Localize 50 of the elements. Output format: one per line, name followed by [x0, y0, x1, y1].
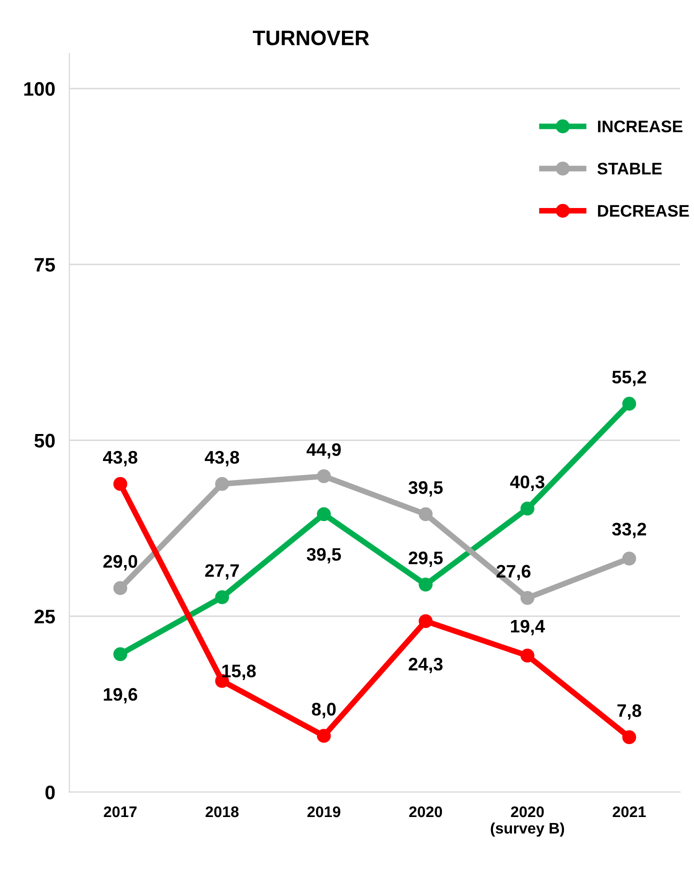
data-label: 55,2 [612, 370, 646, 386]
x-tick-label: 2018 [206, 806, 239, 818]
y-tick-label: 25 [34, 610, 55, 624]
legend-label: DECREASE [598, 204, 689, 217]
y-tick-label: 0 [45, 786, 55, 800]
legend-label: INCREASE [598, 120, 682, 132]
point [418, 507, 433, 522]
data-label: 8,0 [312, 702, 336, 718]
y-tick-label: 50 [34, 434, 55, 448]
x-tick-label: 2020 (survey B) [490, 806, 564, 837]
point [113, 647, 128, 662]
point [316, 507, 331, 522]
point [418, 578, 433, 592]
point [215, 477, 230, 491]
point [520, 648, 534, 663]
x-tick-label: 2019 [307, 806, 340, 818]
point [418, 614, 433, 628]
data-label: 19,6 [104, 688, 138, 704]
y-tick-label: 100 [24, 82, 55, 96]
data-label: 43,8 [204, 450, 240, 466]
data-label: 33,2 [612, 522, 646, 538]
data-label: 40,3 [510, 476, 544, 491]
legend-label: STABLE [597, 162, 662, 175]
point [622, 396, 636, 411]
y-tick-label: 75 [34, 258, 55, 272]
data-label: 7,8 [617, 704, 642, 720]
data-label: 39,5 [408, 481, 443, 497]
data-label: 24,3 [408, 658, 443, 674]
data-label: 44,9 [306, 443, 341, 459]
point [316, 469, 331, 484]
point [520, 502, 534, 516]
point [520, 590, 534, 605]
data-label: 43,8 [103, 450, 138, 466]
x-tick-label: 2017 [104, 806, 137, 818]
point [316, 728, 331, 743]
chart-title: TURNOVER [252, 30, 370, 46]
data-label: 15,8 [222, 664, 256, 680]
x-tick-label: 2020 [409, 806, 442, 818]
point [113, 477, 128, 491]
point [113, 581, 128, 596]
data-label: 19,4 [511, 620, 545, 636]
data-label: 29,0 [103, 555, 138, 570]
data-label: 27,7 [205, 564, 239, 580]
point [622, 552, 636, 566]
point [622, 730, 636, 744]
data-label: 27,6 [496, 564, 530, 580]
data-label: 29,5 [408, 552, 443, 567]
point [215, 590, 230, 604]
data-label: 39,5 [306, 548, 341, 564]
x-tick-label: 2021 [612, 806, 646, 818]
